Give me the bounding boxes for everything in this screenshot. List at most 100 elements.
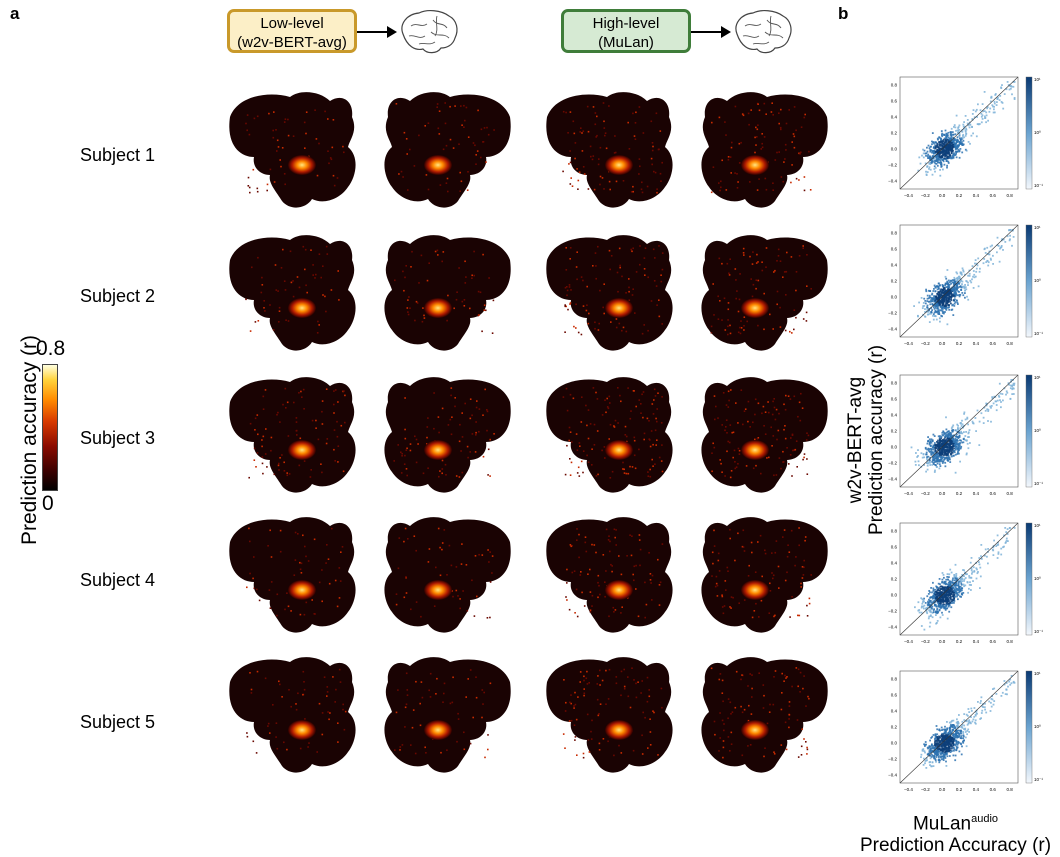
right-hemisphere — [384, 92, 510, 208]
y-tick-label: 0.6 — [891, 397, 898, 402]
colorbar-label: Prediction accuracy (r) — [18, 335, 42, 545]
x-tick-label: 0.8 — [1006, 787, 1013, 792]
y-tick-label: 0.0 — [891, 593, 898, 598]
panel-b-y-axis-label: w2v-BERT-avg Prediction accuracy (r) — [845, 345, 887, 535]
x-tick-label: −0.2 — [921, 491, 930, 496]
y-tick-label: 0.8 — [891, 231, 898, 236]
x-tick-label: 0.2 — [956, 193, 963, 198]
y-tick-label: 0.2 — [891, 577, 898, 582]
colorbar-tick-label: 10¹ — [1034, 523, 1041, 528]
y-tick-label: 0.2 — [891, 279, 898, 284]
y-tick-label: −0.4 — [888, 179, 897, 184]
y-axis-label-line1: w2v-BERT-avg — [845, 345, 866, 535]
x-tick-label: 0.0 — [939, 491, 946, 496]
x-tick-label: −0.2 — [921, 639, 930, 644]
y-tick-label: 0.8 — [891, 83, 898, 88]
density-scatter-plot: −0.4−0.4−0.2−0.20.00.00.20.20.40.40.60.6… — [872, 518, 1047, 648]
density-colorbar — [1026, 671, 1032, 783]
x-tick-label: 0.8 — [1006, 639, 1013, 644]
low-level-model-name: (w2v-BERT-avg) — [230, 33, 354, 52]
left-hemisphere — [229, 657, 355, 773]
subject-1-label: Subject 1 — [80, 145, 155, 166]
y-axis-label-line2: Prediction accuracy (r) — [866, 345, 887, 535]
subject-3-label: Subject 3 — [80, 428, 155, 449]
y-tick-label: 0.4 — [891, 263, 898, 268]
right-hemisphere — [701, 657, 827, 773]
panel-a-letter: a — [10, 4, 19, 24]
y-tick-label: −0.2 — [888, 609, 897, 614]
left-hemisphere — [546, 377, 672, 493]
cortical-flatmap — [532, 85, 842, 210]
y-tick-label: 0.0 — [891, 147, 898, 152]
colorbar-tick-label: 10⁻¹ — [1034, 331, 1043, 336]
colorbar-tick-label: 10¹ — [1034, 375, 1041, 380]
y-tick-label: −0.2 — [888, 461, 897, 466]
x-tick-label: 0.6 — [990, 639, 997, 644]
density-colorbar — [1026, 523, 1032, 635]
x-tick-label: 0.0 — [939, 639, 946, 644]
y-tick-label: −0.4 — [888, 773, 897, 778]
cortical-flatmap — [532, 228, 842, 353]
right-hemisphere — [701, 517, 827, 633]
y-tick-label: 0.0 — [891, 741, 898, 746]
colorbar-max-label: 0.8 — [36, 337, 65, 361]
x-tick-label: −0.2 — [921, 787, 930, 792]
density-colorbar — [1026, 375, 1032, 487]
colorbar-tick-label: 10⁻¹ — [1034, 481, 1043, 486]
y-tick-label: 0.6 — [891, 545, 898, 550]
y-tick-label: 0.8 — [891, 677, 898, 682]
y-tick-label: 0.8 — [891, 381, 898, 386]
y-tick-label: 0.8 — [891, 529, 898, 534]
y-tick-label: 0.4 — [891, 561, 898, 566]
x-tick-label: 0.0 — [939, 787, 946, 792]
y-tick-label: −0.4 — [888, 625, 897, 630]
x-tick-label: −0.4 — [904, 787, 913, 792]
density-scatter-plot: −0.4−0.4−0.2−0.20.00.00.20.20.40.40.60.6… — [872, 220, 1047, 350]
x-tick-label: −0.2 — [921, 193, 930, 198]
cortical-flatmap — [532, 510, 842, 635]
right-hemisphere — [384, 235, 510, 351]
y-tick-label: −0.4 — [888, 477, 897, 482]
x-tick-label: −0.4 — [904, 491, 913, 496]
x-tick-label: 0.4 — [973, 787, 980, 792]
cortical-flatmap — [532, 370, 842, 495]
density-scatter-plot: −0.4−0.4−0.2−0.20.00.00.20.20.40.40.60.6… — [872, 72, 1047, 202]
cortical-flatmap — [215, 85, 525, 210]
cortical-flatmap — [215, 370, 525, 495]
colorbar-tick-label: 10¹ — [1034, 225, 1041, 230]
y-tick-label: −0.2 — [888, 757, 897, 762]
colorbar-tick-label: 10⁻¹ — [1034, 777, 1043, 782]
left-hemisphere — [229, 377, 355, 493]
left-hemisphere — [546, 92, 672, 208]
right-hemisphere — [384, 517, 510, 633]
low-level-title: Low-level — [230, 14, 354, 33]
x-tick-label: 0.4 — [973, 491, 980, 496]
arrow-icon — [357, 24, 397, 40]
panel-b-x-axis-label: MuLanaudio Prediction Accuracy (r) — [853, 808, 1058, 857]
x-tick-label: 0.6 — [990, 491, 997, 496]
left-hemisphere — [229, 235, 355, 351]
y-tick-label: 0.0 — [891, 445, 898, 450]
x-tick-label: 0.2 — [956, 639, 963, 644]
density-scatter-plot: −0.4−0.4−0.2−0.20.00.00.20.20.40.40.60.6… — [872, 370, 1047, 500]
subject-4-label: Subject 4 — [80, 570, 155, 591]
y-tick-label: −0.2 — [888, 163, 897, 168]
colorbar-tick-label: 10⁻¹ — [1034, 183, 1043, 188]
x-tick-label: 0.8 — [1006, 341, 1013, 346]
left-hemisphere — [546, 235, 672, 351]
brain-icon — [397, 8, 461, 56]
right-hemisphere — [701, 377, 827, 493]
colorbar-tick-label: 10⁻¹ — [1034, 629, 1043, 634]
y-tick-label: −0.2 — [888, 311, 897, 316]
x-tick-label: 0.0 — [939, 341, 946, 346]
colorbar-tick-label: 10⁰ — [1034, 428, 1041, 433]
colorbar-tick-label: 10⁰ — [1034, 130, 1041, 135]
x-tick-label: 0.8 — [1006, 193, 1013, 198]
y-tick-label: −0.4 — [888, 327, 897, 332]
right-hemisphere — [701, 92, 827, 208]
high-level-model-name: (MuLan) — [564, 33, 688, 52]
x-tick-label: 0.0 — [939, 193, 946, 198]
low-level-model-box: Low-level (w2v-BERT-avg) — [227, 9, 357, 53]
colorbar — [42, 364, 58, 491]
y-tick-label: 0.4 — [891, 413, 898, 418]
